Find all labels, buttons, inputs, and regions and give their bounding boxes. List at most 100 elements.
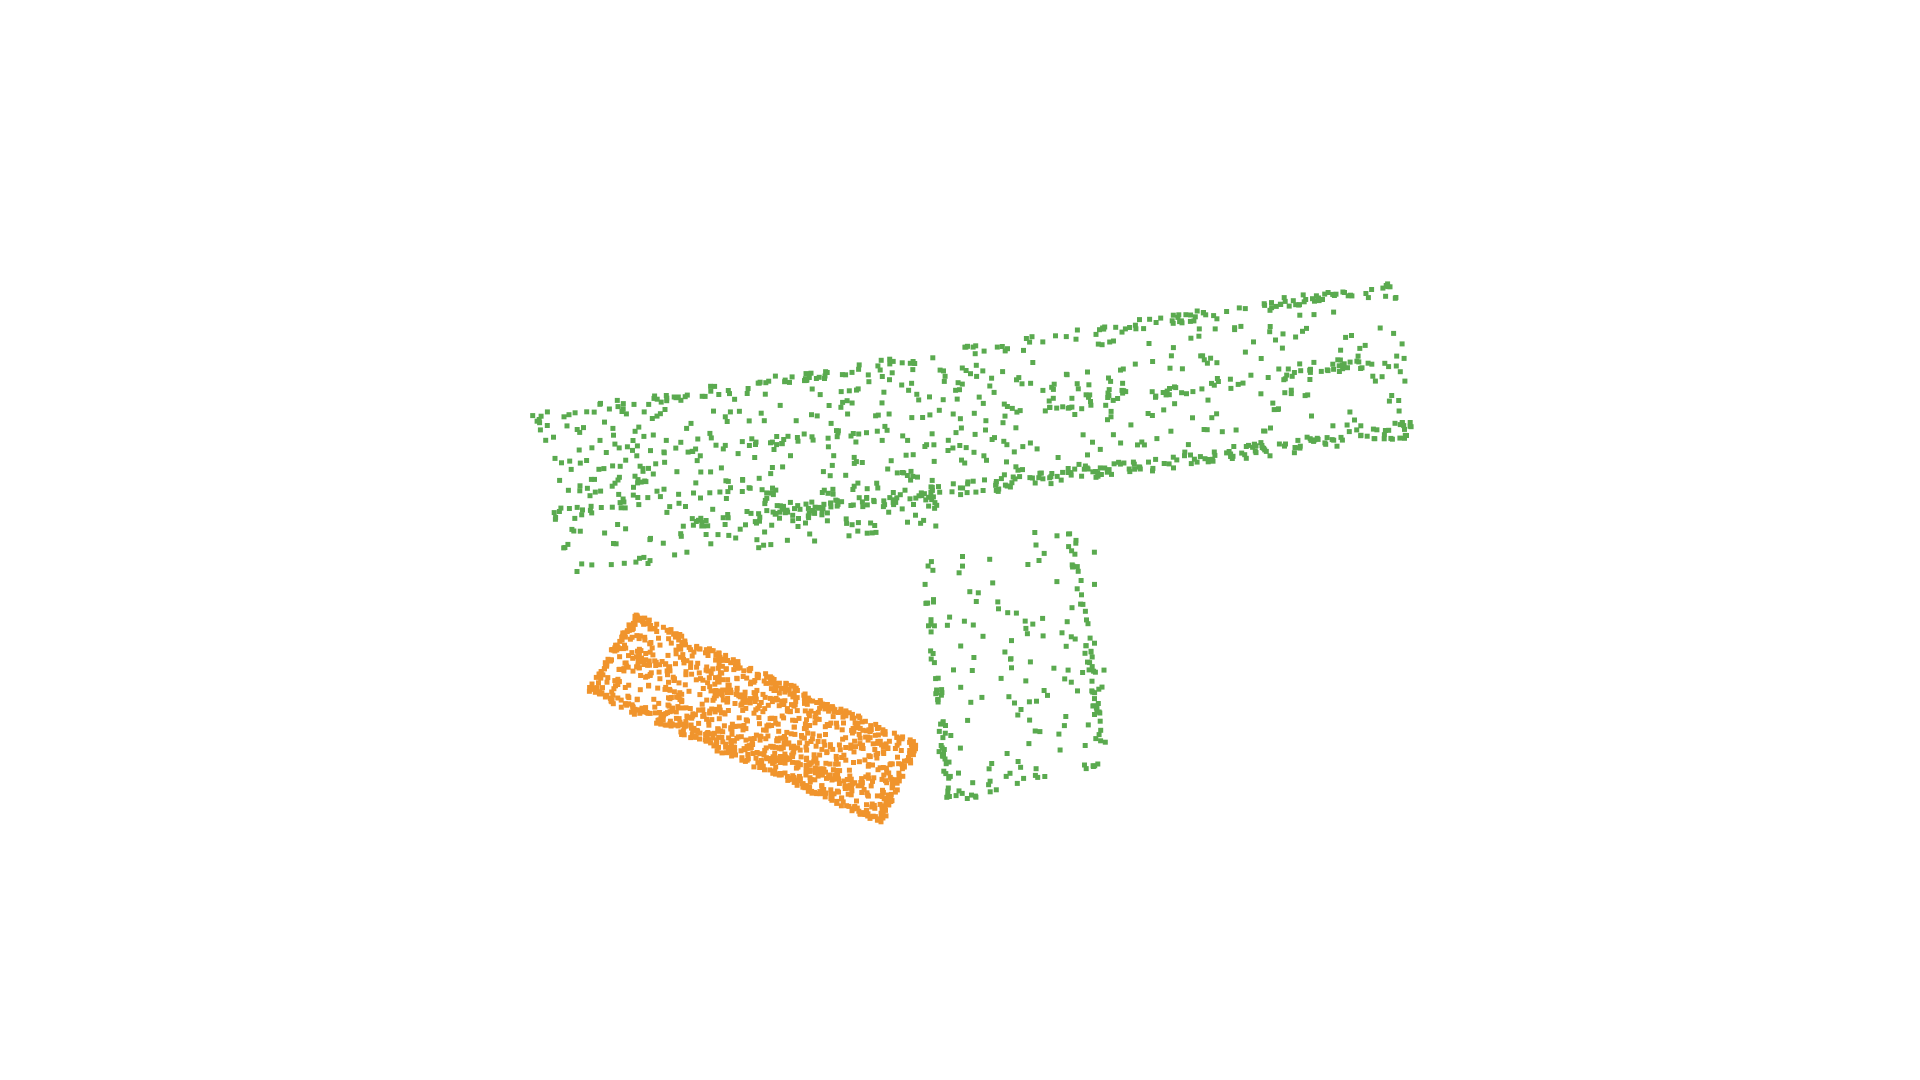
point [732, 396, 738, 402]
point [694, 458, 700, 464]
point [579, 512, 585, 518]
point [1379, 374, 1385, 380]
point [620, 646, 626, 652]
point [887, 377, 892, 383]
point [707, 710, 713, 716]
point [1133, 326, 1139, 332]
point [991, 389, 997, 395]
point [1045, 692, 1050, 698]
point [1295, 437, 1301, 443]
point [1194, 308, 1200, 314]
point [879, 742, 885, 748]
point [1030, 360, 1036, 365]
point [1060, 404, 1066, 410]
point [667, 504, 673, 510]
point [970, 478, 976, 484]
point [716, 716, 722, 722]
point [716, 704, 722, 710]
point [561, 414, 567, 420]
point [896, 774, 902, 780]
point [646, 658, 652, 664]
point [1336, 369, 1342, 374]
point [1015, 712, 1021, 718]
point [1267, 329, 1273, 335]
point [841, 720, 846, 726]
point [584, 458, 590, 463]
point [697, 707, 703, 713]
point [856, 731, 862, 737]
point [660, 717, 666, 723]
point [676, 680, 682, 686]
point [720, 446, 726, 452]
point [639, 659, 645, 665]
point [683, 671, 689, 676]
point [865, 372, 871, 378]
point [566, 412, 572, 418]
point [1068, 679, 1074, 685]
point [958, 643, 964, 649]
point [712, 681, 718, 687]
point [970, 622, 976, 628]
point [855, 721, 861, 726]
point [864, 430, 869, 436]
point [1128, 422, 1134, 428]
point [1119, 329, 1125, 335]
point [751, 764, 757, 770]
point [1320, 297, 1325, 302]
point [630, 655, 636, 661]
point [732, 723, 738, 729]
point [673, 395, 679, 401]
point [693, 446, 699, 452]
point [1072, 466, 1078, 472]
point [1305, 392, 1311, 398]
point [785, 509, 791, 515]
point [894, 787, 900, 793]
point [895, 754, 900, 760]
point [1330, 423, 1336, 429]
point [811, 752, 817, 758]
point [538, 413, 544, 419]
point [956, 788, 962, 794]
point [782, 760, 788, 766]
point [1097, 465, 1103, 471]
point [735, 451, 741, 457]
point [739, 757, 745, 763]
point [1032, 772, 1038, 778]
point [787, 499, 793, 505]
point [773, 511, 779, 516]
point [776, 690, 782, 696]
point [956, 770, 961, 776]
point [650, 432, 656, 438]
point [1050, 386, 1056, 392]
point [1232, 327, 1238, 333]
point [1365, 295, 1371, 301]
point [730, 657, 736, 663]
point [732, 744, 738, 750]
point [998, 675, 1004, 681]
point [872, 814, 878, 820]
point [1004, 442, 1010, 448]
point [637, 555, 642, 561]
point [1258, 356, 1264, 361]
point [709, 706, 715, 712]
point [820, 469, 826, 475]
point [1020, 444, 1026, 450]
point [643, 705, 649, 711]
point [1108, 408, 1114, 414]
point [1047, 405, 1053, 410]
point [937, 367, 943, 373]
point [936, 407, 942, 413]
point [1293, 334, 1299, 340]
point [831, 453, 837, 459]
point [921, 491, 927, 497]
point [848, 792, 854, 798]
point [1032, 728, 1038, 734]
point [1110, 432, 1116, 438]
point [716, 679, 722, 685]
point [875, 732, 881, 738]
point [1402, 432, 1408, 438]
point [584, 409, 590, 415]
point [810, 731, 816, 737]
point [678, 646, 684, 652]
point [987, 556, 993, 562]
